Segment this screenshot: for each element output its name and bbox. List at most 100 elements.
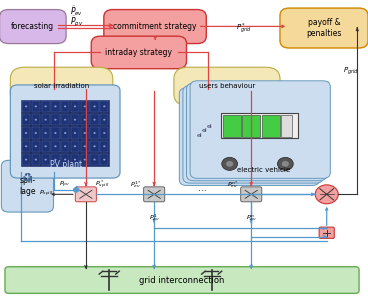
Bar (81, 154, 89, 165)
Circle shape (74, 188, 79, 192)
Circle shape (103, 145, 106, 147)
Circle shape (74, 159, 76, 161)
Text: electric vehicle: electric vehicle (237, 167, 290, 173)
Text: ...: ... (198, 184, 206, 193)
Bar (22, 101, 30, 112)
Circle shape (84, 145, 86, 147)
FancyBboxPatch shape (319, 227, 334, 238)
FancyBboxPatch shape (241, 187, 262, 202)
Circle shape (35, 105, 37, 107)
Circle shape (64, 105, 66, 107)
Bar (22, 154, 30, 165)
Text: forecasting: forecasting (11, 22, 54, 31)
Bar (42, 101, 50, 112)
Text: intraday strategy: intraday strategy (105, 48, 172, 57)
Text: spil-
lage: spil- lage (19, 176, 36, 196)
Bar (91, 141, 99, 152)
Circle shape (64, 159, 66, 161)
Bar (42, 127, 50, 139)
Bar (100, 127, 109, 139)
Bar (32, 101, 40, 112)
Bar (32, 114, 40, 125)
Bar (22, 114, 30, 125)
Circle shape (45, 159, 47, 161)
Bar (32, 127, 40, 139)
FancyBboxPatch shape (280, 8, 368, 48)
Circle shape (35, 145, 37, 147)
Circle shape (25, 105, 27, 107)
Bar (61, 101, 69, 112)
Bar (51, 141, 60, 152)
Bar (61, 114, 69, 125)
Text: commitment strategy: commitment strategy (113, 22, 197, 31)
Bar (22, 127, 30, 139)
Circle shape (64, 119, 66, 121)
Bar (71, 154, 79, 165)
Circle shape (93, 132, 96, 134)
Bar (32, 141, 40, 152)
Text: $P_{pv}$: $P_{pv}$ (59, 179, 71, 190)
Bar (81, 101, 89, 112)
Circle shape (93, 159, 96, 161)
Circle shape (93, 105, 96, 107)
Circle shape (315, 185, 338, 204)
Circle shape (45, 132, 47, 134)
Circle shape (222, 157, 238, 170)
Circle shape (54, 105, 57, 107)
Bar (51, 114, 60, 125)
FancyBboxPatch shape (104, 10, 206, 44)
Circle shape (74, 105, 76, 107)
Circle shape (84, 119, 86, 121)
Circle shape (103, 132, 106, 134)
Bar (51, 101, 60, 112)
FancyBboxPatch shape (5, 267, 359, 293)
Text: payoff &
penalties: payoff & penalties (306, 18, 342, 38)
Bar (91, 154, 99, 165)
Bar (81, 141, 89, 152)
Bar (51, 154, 60, 165)
Circle shape (35, 132, 37, 134)
Bar (81, 114, 89, 125)
Bar (100, 101, 109, 112)
FancyBboxPatch shape (10, 85, 120, 178)
Text: solar irradiation: solar irradiation (34, 83, 89, 89)
Circle shape (93, 145, 96, 147)
Bar (61, 154, 69, 165)
Bar (223, 115, 241, 137)
Circle shape (93, 119, 96, 121)
Circle shape (35, 119, 37, 121)
Bar (42, 141, 50, 152)
Bar (221, 113, 298, 138)
Circle shape (74, 145, 76, 147)
Bar (32, 154, 40, 165)
Circle shape (74, 132, 76, 134)
Bar (42, 154, 50, 165)
Text: $P^n_{ev}$: $P^n_{ev}$ (246, 213, 257, 223)
FancyBboxPatch shape (179, 88, 319, 185)
Bar (100, 114, 109, 125)
Circle shape (74, 119, 76, 121)
Bar (61, 141, 69, 152)
Circle shape (25, 119, 27, 121)
Bar (81, 127, 89, 139)
Text: $P^*_{grid}$: $P^*_{grid}$ (236, 21, 252, 36)
FancyBboxPatch shape (1, 160, 53, 212)
Bar (71, 127, 79, 139)
Circle shape (25, 145, 27, 147)
Text: $P_{spill}$: $P_{spill}$ (39, 189, 53, 199)
Circle shape (54, 145, 57, 147)
Text: grid interconnection: grid interconnection (139, 276, 225, 285)
Bar (91, 101, 99, 112)
FancyBboxPatch shape (0, 10, 66, 44)
Circle shape (84, 105, 86, 107)
FancyBboxPatch shape (144, 187, 165, 202)
Text: $P^*_{spill}$: $P^*_{spill}$ (95, 178, 109, 191)
FancyBboxPatch shape (190, 81, 330, 178)
Bar (42, 114, 50, 125)
FancyBboxPatch shape (10, 67, 113, 106)
Text: ♻: ♻ (22, 171, 33, 184)
Text: $P^1_{ev}$: $P^1_{ev}$ (149, 213, 160, 223)
Bar (242, 115, 260, 137)
Circle shape (103, 105, 106, 107)
Bar (22, 141, 30, 152)
